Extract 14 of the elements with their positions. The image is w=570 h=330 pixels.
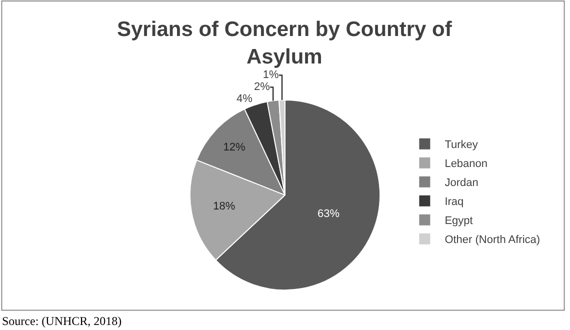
legend-label: Egypt xyxy=(444,215,473,228)
data-label: 4% xyxy=(236,93,253,106)
legend-label: Lebanon xyxy=(444,158,488,170)
data-label: 1% xyxy=(262,69,280,82)
legend-label: Jordan xyxy=(444,177,478,190)
legend-label: Turkey xyxy=(444,139,478,152)
legend-label: Other (North Africa) xyxy=(444,234,540,246)
data-label: 2% xyxy=(254,81,270,94)
chart-title: Syrians of Concern by Country of Asylum xyxy=(117,18,453,68)
data-label: 18% xyxy=(213,200,236,213)
legend-label: Iraq xyxy=(444,196,464,208)
source-note: Source: (UNHCR, 2018) xyxy=(2,314,122,328)
data-label: 12% xyxy=(223,141,246,154)
data-label: 63% xyxy=(317,208,340,220)
